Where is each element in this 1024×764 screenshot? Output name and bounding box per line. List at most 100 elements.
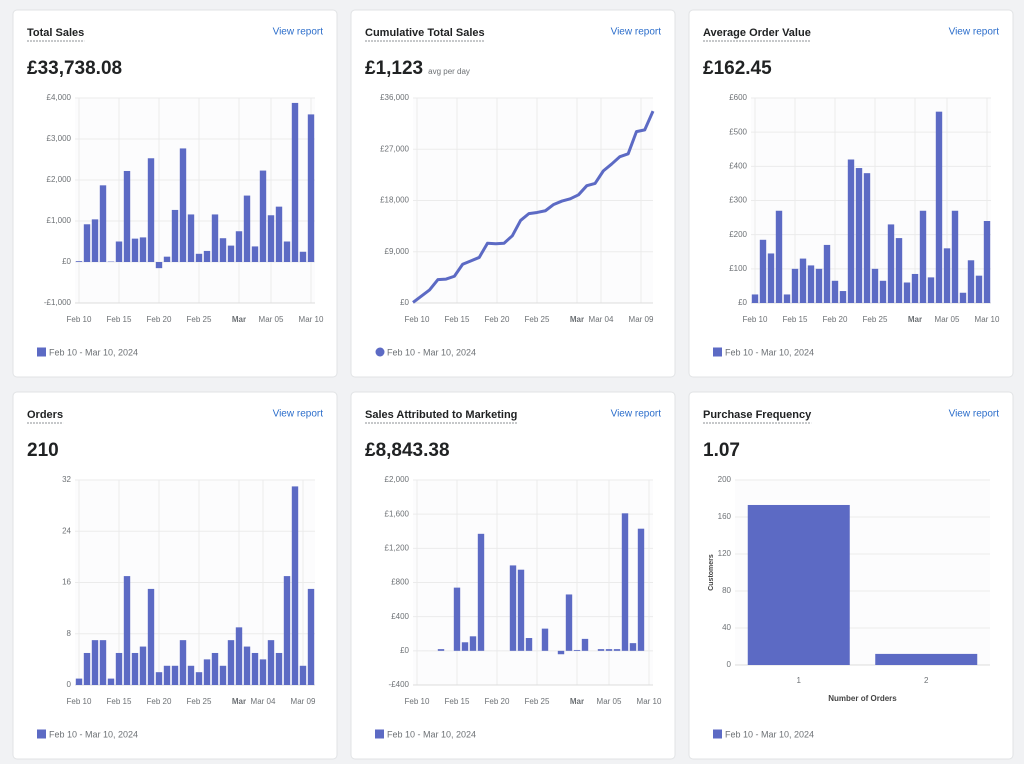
- x-tick-label: Mar 10: [975, 315, 1000, 324]
- bar: [621, 513, 629, 651]
- bar: [139, 646, 147, 685]
- x-tick-label: Mar 05: [597, 697, 622, 706]
- x-tick-label: Feb 15: [107, 697, 132, 706]
- headline-value: 1.07: [703, 440, 740, 461]
- bar: [581, 638, 589, 651]
- x-tick-label: Mar: [570, 697, 584, 706]
- y-tick-label: £0: [400, 646, 409, 655]
- legend-marker: [375, 729, 384, 739]
- x-tick-label: 2: [924, 676, 929, 685]
- bar: [123, 170, 131, 262]
- x-tick-label: Mar 04: [251, 697, 276, 706]
- legend-marker: [713, 729, 722, 739]
- bar: [747, 504, 850, 665]
- bar: [227, 245, 235, 262]
- y-tick-label: 0: [727, 660, 732, 669]
- y-tick-label: 0: [67, 680, 72, 689]
- bar: [283, 241, 291, 262]
- bar: [155, 262, 163, 269]
- bar: [573, 649, 581, 651]
- bar: [259, 170, 267, 262]
- legend-label: Feb 10 - Mar 10, 2024: [725, 729, 814, 739]
- bar: [147, 158, 155, 262]
- legend-marker: [713, 347, 722, 357]
- bar: [903, 282, 911, 303]
- bar: [259, 659, 267, 685]
- y-tick-label: -£1,000: [44, 298, 72, 307]
- y-tick-label: £500: [729, 127, 747, 136]
- bar: [823, 244, 831, 303]
- bar: [437, 649, 445, 651]
- legend-marker: [37, 729, 46, 739]
- view-report-link[interactable]: View report: [611, 27, 662, 38]
- x-tick-label: Mar 10: [637, 697, 662, 706]
- y-tick-label: £1,000: [47, 216, 72, 225]
- bar: [605, 649, 613, 651]
- bar: [477, 533, 485, 651]
- bar: [219, 238, 227, 262]
- legend-label: Feb 10 - Mar 10, 2024: [49, 347, 138, 357]
- bar: [299, 251, 307, 262]
- x-tick-label: Feb 15: [783, 315, 808, 324]
- y-tick-label: £400: [391, 612, 409, 621]
- bar: [847, 159, 855, 303]
- bar: [131, 238, 139, 262]
- bar: [597, 649, 605, 651]
- y-tick-label: £400: [729, 161, 747, 170]
- view-report-link[interactable]: View report: [611, 409, 662, 420]
- bar: [235, 231, 243, 262]
- bar: [299, 665, 307, 685]
- bar: [179, 640, 187, 685]
- view-report-link[interactable]: View report: [949, 409, 1000, 420]
- bar: [75, 678, 83, 685]
- x-tick-label: Feb 20: [823, 315, 848, 324]
- plot-area: [75, 98, 315, 303]
- x-tick-label: Feb 25: [187, 697, 212, 706]
- y-tick-label: £300: [729, 196, 747, 205]
- y-tick-label: £0: [400, 298, 409, 307]
- y-tick-label: 120: [718, 549, 732, 558]
- view-report-link[interactable]: View report: [949, 27, 1000, 38]
- bar: [155, 672, 163, 685]
- bar: [775, 210, 783, 303]
- bar: [517, 569, 525, 651]
- bar: [935, 111, 943, 304]
- bar: [227, 640, 235, 685]
- bar: [211, 214, 219, 262]
- legend-label: Feb 10 - Mar 10, 2024: [387, 347, 476, 357]
- bar: [251, 652, 259, 685]
- bar: [91, 219, 99, 262]
- y-tick-label: -£400: [389, 680, 410, 689]
- x-tick-label: Mar 05: [259, 315, 284, 324]
- bar: [163, 665, 171, 685]
- y-tick-label: £2,000: [385, 475, 410, 484]
- bar: [195, 253, 203, 262]
- bar: [807, 265, 815, 303]
- x-tick-label: Feb 10: [67, 315, 92, 324]
- bar: [203, 250, 211, 262]
- bar: [267, 640, 275, 685]
- card-title: Cumulative Total Sales: [365, 27, 485, 39]
- bar: [565, 594, 573, 651]
- x-tick-label: Mar: [908, 315, 922, 324]
- card: Cumulative Total Sales View report £1,123 a…: [350, 9, 676, 378]
- bar: [99, 185, 107, 262]
- y-tick-label: £9,000: [385, 247, 410, 256]
- view-report-link[interactable]: View report: [273, 27, 324, 38]
- y-tick-label: £27,000: [380, 144, 409, 153]
- x-tick-label: Feb 25: [525, 315, 550, 324]
- bar: [267, 215, 275, 262]
- y-tick-label: £2,000: [47, 175, 72, 184]
- bar: [171, 665, 179, 685]
- bar: [815, 268, 823, 303]
- bar: [759, 239, 767, 303]
- bar: [943, 248, 951, 303]
- view-report-link[interactable]: View report: [273, 409, 324, 420]
- bar: [453, 587, 461, 651]
- bar: [147, 588, 155, 685]
- bar: [83, 652, 91, 685]
- y-tick-label: £36,000: [380, 93, 409, 102]
- legend-label: Feb 10 - Mar 10, 2024: [725, 347, 814, 357]
- headline-note: avg per day: [428, 67, 470, 76]
